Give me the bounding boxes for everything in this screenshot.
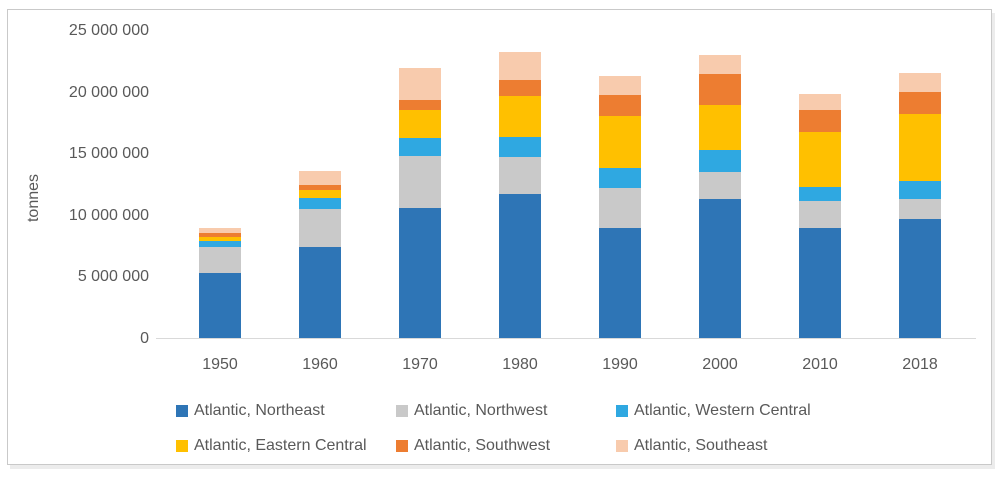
x-tick-label: 1980 bbox=[502, 356, 538, 373]
bar-segment bbox=[199, 237, 241, 242]
bar-segment bbox=[699, 55, 741, 74]
x-tick-label: 1960 bbox=[302, 356, 338, 373]
bar-segment bbox=[599, 75, 641, 95]
x-tick-label: 1950 bbox=[202, 356, 238, 373]
legend-item: Atlantic, Northeast bbox=[176, 402, 396, 420]
legend-swatch-icon bbox=[176, 405, 188, 417]
legend-swatch-icon bbox=[616, 440, 628, 452]
bar-segment bbox=[399, 67, 441, 100]
bar-segment bbox=[699, 198, 741, 338]
bar-segment bbox=[599, 94, 641, 117]
bar-segment bbox=[199, 241, 241, 247]
bar-group-2018 bbox=[899, 72, 941, 338]
bar-segment bbox=[399, 109, 441, 138]
bar-group-1960 bbox=[299, 171, 341, 338]
legend-label: Atlantic, Northeast bbox=[194, 402, 325, 419]
bar-segment bbox=[499, 193, 541, 338]
plot-area bbox=[156, 31, 986, 339]
bar-segment bbox=[499, 156, 541, 194]
bar-group-1990 bbox=[599, 75, 641, 338]
legend-label: Atlantic, Eastern Central bbox=[194, 437, 367, 454]
legend-label: Atlantic, Southeast bbox=[634, 437, 768, 454]
x-tick-label: 2000 bbox=[702, 356, 738, 373]
bar-segment bbox=[599, 168, 641, 189]
bar-segment bbox=[799, 227, 841, 338]
bar-segment bbox=[499, 95, 541, 137]
bar-segment bbox=[599, 116, 641, 169]
legend: Atlantic, Northeast Atlantic, Northwest At… bbox=[176, 402, 811, 455]
bar-segment bbox=[799, 200, 841, 228]
x-tick-label: 1990 bbox=[602, 356, 638, 373]
bar-segment bbox=[699, 172, 741, 199]
y-tick-label: 5 000 000 bbox=[77, 268, 149, 286]
bar-segment bbox=[299, 246, 341, 338]
bar-segment bbox=[899, 91, 941, 114]
legend-swatch-icon bbox=[396, 405, 408, 417]
bar-segment bbox=[799, 187, 841, 201]
bar-segment bbox=[799, 110, 841, 133]
legend-swatch-icon bbox=[396, 440, 408, 452]
bar-segment bbox=[299, 171, 341, 185]
bar-segment bbox=[299, 184, 341, 190]
bar-segment bbox=[199, 273, 241, 338]
legend-item: Atlantic, Southwest bbox=[396, 437, 616, 455]
bar-segment bbox=[499, 79, 541, 96]
bar-group-1970 bbox=[399, 67, 441, 338]
bar-segment bbox=[899, 113, 941, 181]
bar-segment bbox=[899, 219, 941, 338]
bar-segment bbox=[699, 104, 741, 150]
bar-segment bbox=[199, 227, 241, 233]
bar-segment bbox=[399, 208, 441, 338]
legend-item: Atlantic, Southeast bbox=[616, 437, 811, 455]
bar-segment bbox=[199, 232, 241, 238]
bar-group-2010 bbox=[799, 93, 841, 338]
bar-group-2000 bbox=[699, 55, 741, 338]
x-tick-label: 2010 bbox=[802, 356, 838, 373]
bar-segment bbox=[199, 246, 241, 274]
bar-segment bbox=[499, 52, 541, 80]
bar-segment bbox=[599, 188, 641, 229]
legend-swatch-icon bbox=[176, 440, 188, 452]
legend-label: Atlantic, Northwest bbox=[414, 402, 548, 419]
bar-segment bbox=[299, 208, 341, 247]
bar-group-1980 bbox=[499, 52, 541, 338]
legend-item: Atlantic, Eastern Central bbox=[176, 437, 396, 455]
x-tick-label: 2018 bbox=[902, 356, 938, 373]
bar-segment bbox=[799, 132, 841, 188]
bar-segment bbox=[699, 149, 741, 173]
bar-segment bbox=[899, 180, 941, 199]
bar-segment bbox=[399, 99, 441, 110]
y-tick-label: 0 bbox=[140, 330, 149, 347]
y-tick-label: 20 000 000 bbox=[68, 83, 149, 101]
bar-segment bbox=[599, 228, 641, 338]
bar-segment bbox=[399, 156, 441, 209]
bar-segment bbox=[799, 93, 841, 111]
bar-segment bbox=[299, 198, 341, 209]
legend-label: Atlantic, Southwest bbox=[414, 437, 551, 454]
x-axis-line bbox=[156, 338, 976, 339]
bar-segment bbox=[899, 72, 941, 92]
y-tick-label: 25 000 000 bbox=[68, 22, 149, 39]
legend-item: Atlantic, Western Central bbox=[616, 402, 811, 420]
y-tick-label: 15 000 000 bbox=[68, 145, 149, 163]
bar-segment bbox=[299, 189, 341, 199]
bar-segment bbox=[699, 73, 741, 105]
bar-segment bbox=[899, 198, 941, 220]
legend-swatch-icon bbox=[616, 405, 628, 417]
legend-label: Atlantic, Western Central bbox=[634, 402, 811, 419]
bar-group-1950 bbox=[199, 227, 241, 338]
x-tick-label: 1970 bbox=[402, 356, 438, 373]
bar-segment bbox=[499, 136, 541, 157]
legend-item: Atlantic, Northwest bbox=[396, 402, 616, 420]
bar-segment bbox=[399, 137, 441, 157]
y-tick-label: 10 000 000 bbox=[68, 206, 149, 224]
